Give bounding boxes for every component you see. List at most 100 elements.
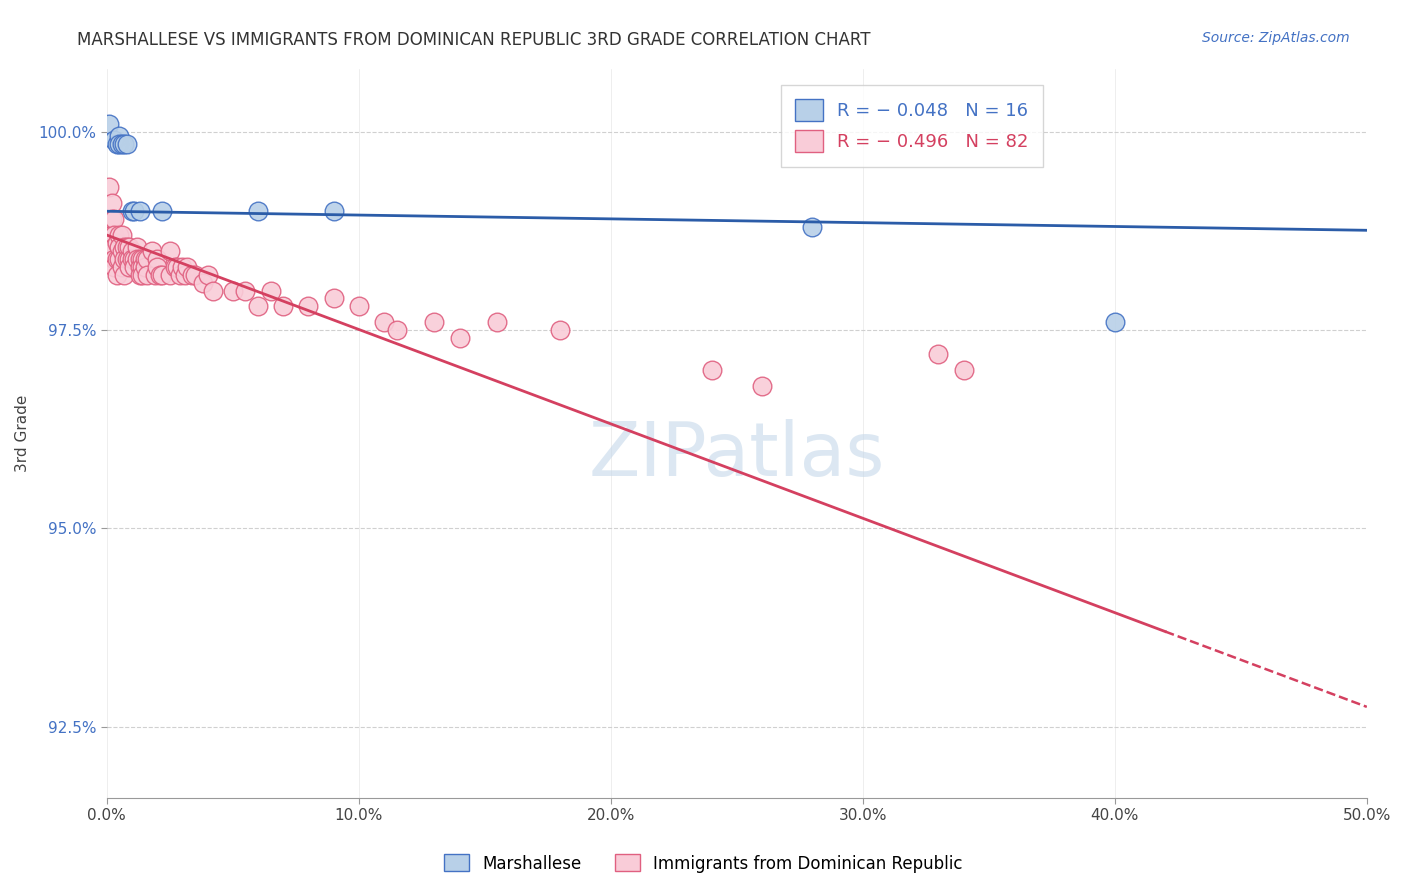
Point xyxy=(322,204,344,219)
Point xyxy=(166,260,188,274)
Point xyxy=(105,268,128,282)
Point xyxy=(927,347,949,361)
Point xyxy=(118,252,141,266)
Point xyxy=(150,204,173,219)
Point xyxy=(297,300,319,314)
Point xyxy=(103,260,125,274)
Point xyxy=(550,323,572,337)
Point xyxy=(385,323,408,337)
Point xyxy=(118,260,141,274)
Point xyxy=(108,240,131,254)
Point xyxy=(105,252,128,266)
Point xyxy=(143,268,166,282)
Point xyxy=(103,133,125,147)
Point xyxy=(124,260,146,274)
Point xyxy=(271,300,294,314)
Point xyxy=(105,136,128,151)
Point xyxy=(347,300,370,314)
Point xyxy=(159,244,181,258)
Point xyxy=(191,276,214,290)
Text: MARSHALLESE VS IMMIGRANTS FROM DOMINICAN REPUBLIC 3RD GRADE CORRELATION CHART: MARSHALLESE VS IMMIGRANTS FROM DOMINICAN… xyxy=(77,31,870,49)
Point xyxy=(101,196,124,211)
Point xyxy=(112,252,135,266)
Point xyxy=(131,252,153,266)
Point xyxy=(146,252,169,266)
Point xyxy=(131,260,153,274)
Point xyxy=(700,363,723,377)
Point xyxy=(125,252,148,266)
Point xyxy=(105,235,128,250)
Point xyxy=(98,117,121,131)
Point xyxy=(128,204,150,219)
Point xyxy=(449,331,471,345)
Point xyxy=(197,268,219,282)
Point xyxy=(136,252,159,266)
Point xyxy=(112,136,135,151)
Point xyxy=(373,315,395,329)
Point xyxy=(108,136,131,151)
Point xyxy=(322,292,344,306)
Point xyxy=(134,260,156,274)
Point xyxy=(115,252,138,266)
Legend: R = − 0.048   N = 16, R = − 0.496   N = 82: R = − 0.048 N = 16, R = − 0.496 N = 82 xyxy=(780,85,1043,167)
Point xyxy=(125,240,148,254)
Point xyxy=(111,136,134,151)
Point xyxy=(131,268,153,282)
Point xyxy=(112,240,135,254)
Point xyxy=(108,228,131,243)
Point xyxy=(103,212,125,227)
Point xyxy=(176,260,198,274)
Point xyxy=(108,128,131,143)
Point xyxy=(159,268,181,282)
Point xyxy=(952,363,974,377)
Point xyxy=(124,252,146,266)
Text: Source: ZipAtlas.com: Source: ZipAtlas.com xyxy=(1202,31,1350,45)
Point xyxy=(172,260,194,274)
Point xyxy=(121,204,143,219)
Point xyxy=(222,284,245,298)
Point xyxy=(163,260,186,274)
Point xyxy=(141,244,163,258)
Point xyxy=(101,228,124,243)
Point xyxy=(103,252,125,266)
Point xyxy=(111,244,134,258)
Point xyxy=(246,300,269,314)
Point xyxy=(1104,315,1126,329)
Point xyxy=(201,284,224,298)
Legend: Marshallese, Immigrants from Dominican Republic: Marshallese, Immigrants from Dominican R… xyxy=(437,847,969,880)
Point xyxy=(128,260,150,274)
Point xyxy=(181,268,204,282)
Point xyxy=(124,204,146,219)
Point xyxy=(184,268,207,282)
Y-axis label: 3rd Grade: 3rd Grade xyxy=(15,394,30,472)
Point xyxy=(103,240,125,254)
Point xyxy=(235,284,257,298)
Point xyxy=(118,240,141,254)
Point xyxy=(423,315,446,329)
Point xyxy=(121,252,143,266)
Point xyxy=(101,212,124,227)
Point xyxy=(751,378,773,392)
Point xyxy=(173,268,195,282)
Point xyxy=(150,268,173,282)
Point xyxy=(136,268,159,282)
Point xyxy=(115,136,138,151)
Point xyxy=(112,268,135,282)
Point xyxy=(108,252,131,266)
Point xyxy=(486,315,509,329)
Point xyxy=(121,244,143,258)
Point xyxy=(128,252,150,266)
Point xyxy=(169,268,191,282)
Point xyxy=(146,260,169,274)
Point xyxy=(134,252,156,266)
Point xyxy=(115,240,138,254)
Point xyxy=(101,235,124,250)
Text: ZIPatlas: ZIPatlas xyxy=(589,418,884,491)
Point xyxy=(103,228,125,243)
Point xyxy=(246,204,269,219)
Point xyxy=(801,220,824,235)
Point xyxy=(101,244,124,258)
Point xyxy=(128,268,150,282)
Point xyxy=(149,268,172,282)
Point xyxy=(259,284,281,298)
